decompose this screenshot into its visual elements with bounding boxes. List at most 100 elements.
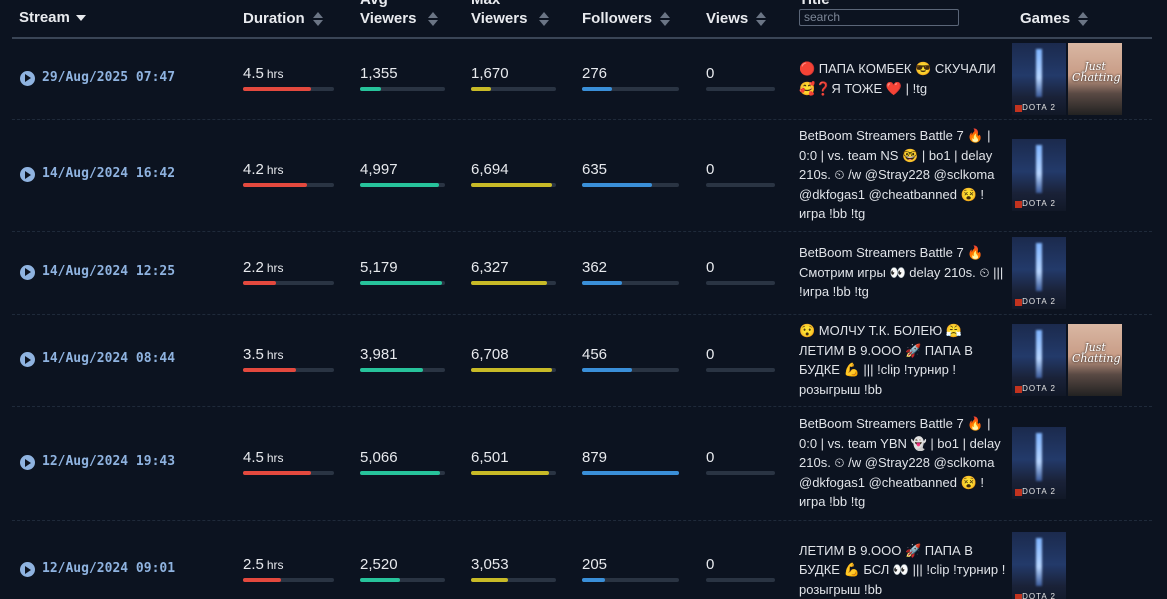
value-text: 6,708 [471,346,509,363]
avg_viewers-bar [360,86,382,91]
game-thumbnail[interactable]: DOTA 2 [1012,42,1066,115]
game-thumbnail[interactable]: DOTA 2 [1012,236,1066,309]
stream-date[interactable]: 14/Aug/2024 08:44 [42,351,176,366]
search-placeholder: search [804,10,841,24]
views-value: 0 [706,449,714,466]
header-followers[interactable]: Followers [582,9,671,28]
value-text: 635 [582,161,608,178]
header-games[interactable]: Games [1020,9,1089,28]
avg_viewers-bar [360,471,440,475]
stream-row[interactable]: 14/Aug/2024 16:42 4.2 hrs 4,997 6,694 635 0 Bet… [0,119,1167,231]
art [1036,330,1042,378]
value-text: 3,981 [360,346,398,363]
followers-bar [582,578,605,582]
value-text: 6,327 [471,258,509,276]
followers-value: 205 [582,556,607,573]
value-text: 2.5 [243,556,264,573]
row-divider [12,520,1152,521]
game-thumbnail[interactable]: Just Chatting [1068,324,1122,396]
value-text: 205 [582,556,608,573]
sort-icon [312,12,323,26]
dota-logo [1015,104,1022,112]
value-text: 6,501 [471,449,509,466]
stream-row[interactable]: 12/Aug/2024 09:01 2.5 hrs 2,520 3,053 205 0 ЛЕТ… [0,520,1167,599]
avg_viewers-bar [360,368,423,372]
play-icon[interactable] [20,562,35,577]
max_viewers-track [471,86,556,91]
game-thumbnail[interactable]: Just Chatting [1068,42,1122,115]
play-icon[interactable] [20,455,35,470]
sort-icon [660,12,671,26]
game-thumbnail[interactable]: DOTA 2 [1012,532,1066,599]
header-stream[interactable]: Stream [19,9,86,26]
avg_viewers-value: 3,981 [360,346,398,363]
value-text: 456 [582,346,608,363]
game-name: DOTA 2 [1022,592,1056,599]
value-text: 6,694 [471,161,509,178]
dota-logo [1015,298,1022,306]
duration-value: 3.5 hrs [243,346,284,363]
value-text: 1,670 [471,64,509,82]
value-text: 3,053 [471,556,509,573]
search-input[interactable]: search [799,9,959,26]
stream-date[interactable]: 14/Aug/2024 16:42 [42,166,176,181]
stream-row[interactable]: 14/Aug/2024 08:44 3.5 hrs 3,981 6,708 456 0 😯 М… [0,314,1167,406]
stream-date[interactable]: 12/Aug/2024 09:01 [42,561,176,576]
play-icon[interactable] [20,264,35,280]
stream-title: 🔴 ПАПА КОМБЕК 😎 СКУЧАЛИ 🥰❓Я ТОЖЕ ❤️ | !t… [799,61,996,96]
max_viewers-bar [471,368,552,372]
value-text: 5,179 [360,258,398,276]
followers-value: 456 [582,346,607,363]
views-track [706,86,775,91]
followers-bar [582,183,653,187]
stream-date[interactable]: 14/Aug/2024 12:25 [42,263,176,279]
duration-bar [243,368,297,372]
game-thumbnail[interactable]: DOTA 2 [1012,324,1066,396]
stream-row[interactable]: 29/Aug/2025 07:47 4.5 hrs 1,355 1,670 276 0 🔴 П… [0,38,1167,119]
header-avg_viewers[interactable]: Avg Viewers [360,0,439,28]
game-name: Just Chatting [1072,341,1121,365]
row-divider [12,119,1152,120]
stream-row[interactable]: 14/Aug/2024 12:25 2.2 hrs 5,179 6,327 362 0 Bet… [0,231,1167,314]
max_viewers-track [471,280,556,285]
play-icon[interactable] [20,70,35,86]
avg_viewers-bar [360,578,400,582]
header-max_viewers[interactable]: Max Viewers [471,0,550,28]
dota-logo [1015,386,1022,393]
max_viewers-track [471,368,556,372]
followers-track [582,471,679,475]
followers-track [582,578,679,582]
game-thumbnail[interactable]: DOTA 2 [1012,427,1066,499]
header-duration[interactable]: Duration [243,9,323,28]
stream-date[interactable]: 29/Aug/2025 07:47 [42,69,176,85]
stream-row[interactable]: 12/Aug/2024 19:43 4.5 hrs 5,066 6,501 879 0 Bet… [0,406,1167,520]
art [1036,242,1042,291]
duration-track [243,471,334,475]
header-text: Views [706,10,749,27]
art [1036,433,1042,481]
value-text: 4.5 [243,64,264,82]
views-value: 0 [706,259,714,276]
play-icon[interactable] [20,352,35,367]
sort-icon [1078,12,1089,26]
avg_viewers-bar [360,183,439,187]
stream-title: ЛЕТИМ В 9.ООО 🚀 ПАПА В БУДКЕ 💪 БСЛ 👀 |||… [799,542,1006,597]
max_viewers-bar [471,280,548,285]
avg_viewers-value: 1,355 [360,65,398,82]
play-icon[interactable] [20,167,35,182]
value-text: 276 [582,64,608,82]
header-title[interactable]: Title [799,0,879,9]
duration-unit: hrs [266,163,284,177]
stream-date[interactable]: 12/Aug/2024 19:43 [42,454,176,469]
duration-bar [243,183,307,187]
duration-unit: hrs [266,348,284,362]
header-views[interactable]: Views [706,9,767,28]
game-thumbnail[interactable]: DOTA 2 [1012,139,1066,211]
value-text: 0 [706,161,715,178]
max_viewers-bar [471,86,492,91]
value-text: 0 [706,449,715,466]
followers-bar [582,280,622,285]
followers-track [582,280,679,285]
followers-bar [582,86,613,91]
